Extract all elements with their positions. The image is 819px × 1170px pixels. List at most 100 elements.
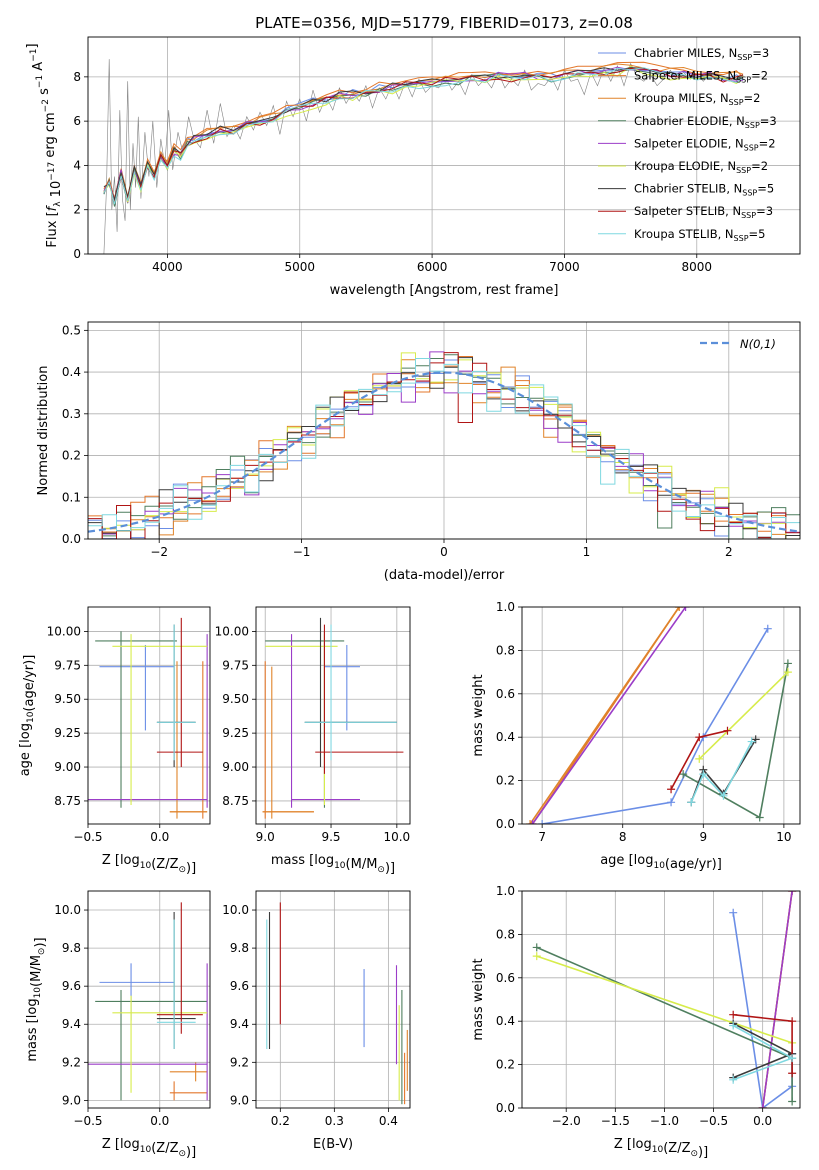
y-tick-label: 0.8 <box>496 643 515 657</box>
weight-line-kroupa-elodie <box>698 671 789 760</box>
y-axis-label: mass weight <box>471 674 486 756</box>
x-axis-label: Z [log10(Z/Z⊙)] <box>614 1137 708 1160</box>
y-tick-label: 0.5 <box>62 323 81 337</box>
legend-series-name: Salpeter ELODIE, N <box>634 136 744 150</box>
plus-marker <box>687 798 696 807</box>
label-part: f <box>45 204 60 211</box>
x-axis-label: age [log10(age/yr)] <box>600 853 722 872</box>
y-tick-label: 9.50 <box>222 692 249 706</box>
model-line-salpeter-miles <box>103 61 744 199</box>
label-part: Z [ <box>614 1137 632 1152</box>
hist-step-salpeter-stelib <box>88 352 800 539</box>
legend-series-name: Kroupa MILES, N <box>634 91 729 105</box>
x-tick-label: 2 <box>725 545 733 559</box>
x-tick-label: 0.0 <box>150 830 169 844</box>
weight-line-salpeter-elodie <box>531 607 687 824</box>
plus-marker <box>788 1097 797 1106</box>
x-tick-label: 5000 <box>284 260 315 274</box>
y-tick-label: 9.00 <box>222 760 249 774</box>
model-line-chabrier-stelib <box>103 67 744 202</box>
label-part: cm <box>43 112 58 132</box>
y-tick-label: 0.4 <box>496 730 515 744</box>
legend-sub: SSP <box>736 166 751 175</box>
y-tick-label: 9.25 <box>222 726 249 740</box>
plus-marker <box>667 798 676 807</box>
y-tick-label: 0.2 <box>62 449 81 463</box>
label-part: )] <box>186 861 196 876</box>
x-tick-label: 7 <box>538 830 546 844</box>
y-tick-label: 0.0 <box>496 817 515 831</box>
label-part: log <box>632 1137 652 1152</box>
plot-area <box>526 607 792 824</box>
legend-label: Chabrier ELODIE, NSSP=3 <box>634 114 777 130</box>
weight-line-salpeter-elodie <box>761 891 793 1108</box>
axes-frame <box>255 606 411 825</box>
legend-count: =3 <box>752 46 769 60</box>
legend-sub: SSP <box>734 234 749 243</box>
x-tick-label: 10 <box>776 830 791 844</box>
legend-series-name: Kroupa ELODIE, N <box>634 159 736 173</box>
x-tick-label: 0 <box>440 545 448 559</box>
x-tick-label: 0.0 <box>753 1114 772 1128</box>
y-tick-label: 0.8 <box>496 927 515 941</box>
x-tick-label: −0.5 <box>699 1114 728 1128</box>
x-tick-label: 0.3 <box>325 1114 344 1128</box>
plus-marker <box>695 754 704 763</box>
label-part: Flux [ <box>45 211 60 247</box>
label-part: (Z/Z <box>663 1141 690 1156</box>
legend-sub: SSP <box>736 76 751 85</box>
y-tick-label: 10.0 <box>54 903 81 917</box>
model-line-kroupa-stelib <box>103 67 744 205</box>
x-tick-label: −2 <box>150 545 168 559</box>
label-part: (age/yr)] <box>22 655 37 712</box>
plus-marker <box>695 733 704 742</box>
x-tick-label: −0.5 <box>73 1114 102 1128</box>
plus-marker <box>783 659 792 668</box>
label-part: (M/M <box>346 857 378 872</box>
y-tick-label: 9.6 <box>230 979 249 993</box>
x-tick-label: 9 <box>699 830 707 844</box>
legend-sub: SSP <box>737 53 752 62</box>
legend-sub: SSP <box>742 189 757 198</box>
label-sub: ⊙ <box>37 948 47 956</box>
y-tick-label: 9.25 <box>54 726 81 740</box>
label-sub: ⊙ <box>377 865 385 875</box>
plus-marker <box>528 820 537 824</box>
plus-marker <box>538 820 547 824</box>
plus-marker <box>681 607 690 611</box>
weight-line-kroupa-elodie <box>536 955 793 1044</box>
legend-series-name: Salpeter MILES, N <box>634 69 736 83</box>
plus-marker <box>532 943 541 952</box>
label-sub: λ <box>53 201 63 207</box>
label-part: (Z/Z <box>151 1141 178 1156</box>
y-tick-label: 1.0 <box>496 884 515 898</box>
legend-count: =2 <box>744 91 761 105</box>
x-tick-label: 0.0 <box>150 1114 169 1128</box>
plus-marker <box>763 624 772 633</box>
legend-count: =5 <box>757 182 774 196</box>
x-tick-label: 0.2 <box>271 1114 290 1128</box>
label-part: Normed distribution <box>36 366 51 496</box>
legend-label: N(0,1) <box>740 337 776 351</box>
plus-marker <box>719 791 728 800</box>
x-axis-label: (data-model)/error <box>384 568 505 583</box>
x-tick-label: −2.0 <box>552 1114 581 1128</box>
x-tick-label: 10.0 <box>383 830 410 844</box>
label-part: log <box>634 853 654 868</box>
weight-line-chabrier-miles <box>541 628 769 824</box>
legend-label: Chabrier STELIB, NSSP=5 <box>634 182 774 198</box>
x-tick-label: −0.5 <box>73 830 102 844</box>
y-tick-label: 1.0 <box>496 600 515 614</box>
plus-marker <box>788 1054 797 1063</box>
y-axis-label: Flux [fλ 10−17 erg cm−2 s−1 A−1] <box>25 43 64 247</box>
legend-label: Chabrier MILES, NSSP=3 <box>634 46 769 62</box>
x-tick-label: 9.0 <box>256 830 275 844</box>
y-tick-label: 8.75 <box>222 794 249 808</box>
legend-count: =2 <box>751 159 768 173</box>
plus-marker <box>788 1069 797 1078</box>
plus-marker <box>729 908 738 917</box>
y-tick-label: 8.75 <box>54 794 81 808</box>
legend-label: Salpeter ELODIE, NSSP=2 <box>634 136 776 152</box>
label-sup: −1 <box>29 48 39 61</box>
